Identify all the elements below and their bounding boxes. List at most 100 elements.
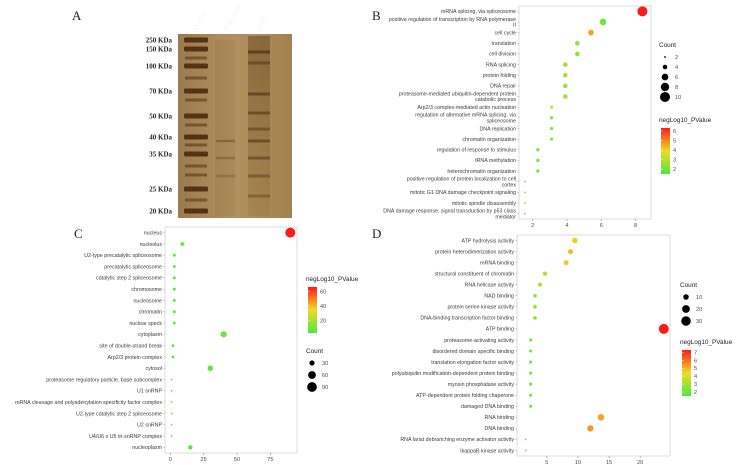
- color-legend-bar: [661, 128, 670, 174]
- x-tick-label: 4: [565, 223, 568, 229]
- gel-marker-band: [184, 208, 208, 214]
- gel-marker-band: [184, 113, 208, 119]
- data-point: [549, 137, 554, 141]
- y-category-label: U2-type catalytic step 2 spliceosome: [76, 411, 162, 417]
- data-point: [172, 287, 176, 291]
- gel-marker-label: 250 KDa: [146, 37, 173, 45]
- size-legend-title: Count: [659, 42, 676, 49]
- y-category-label: nucleus: [144, 230, 163, 236]
- data-point: [563, 83, 568, 89]
- y-category-label: U4/U6 x U5 tri-snRNP complex: [89, 434, 162, 440]
- color-legend-label: 20: [320, 319, 326, 325]
- size-legend-label: 20: [696, 307, 702, 313]
- y-category-label: cell division: [489, 52, 516, 58]
- y-category-label: mitotic G1 DNA damage checkpoint signali…: [410, 190, 516, 196]
- data-point: [549, 126, 554, 131]
- gel-marker-label: 20 KDa: [149, 208, 172, 216]
- size-legend-dot: [662, 64, 668, 70]
- gel-sample-band: [248, 156, 270, 160]
- data-point: [524, 449, 527, 452]
- data-point: [538, 282, 542, 287]
- y-category-label: Arp2/3 complex-mediated actin nucleation: [417, 105, 516, 111]
- data-point: [220, 331, 227, 338]
- size-legend-label: 4: [675, 65, 678, 71]
- y-category-label: heterochromatin organization: [447, 169, 516, 175]
- y-category-label: protein folding: [483, 73, 516, 79]
- gel-marker-label: 25 KDa: [149, 186, 172, 194]
- data-point: [529, 393, 533, 397]
- y-category-label: chromosome: [131, 287, 162, 293]
- gel-faint-band: [185, 123, 207, 127]
- gel-sample-band: [248, 92, 270, 96]
- data-point: [180, 242, 185, 246]
- y-category-label: DNA binding: [485, 426, 514, 432]
- data-point: [529, 338, 533, 342]
- y-category-label: nuclear speck: [129, 321, 162, 327]
- panel-label-d: D: [372, 226, 382, 241]
- y-category-label: DNA replication: [479, 126, 516, 132]
- data-point: [637, 6, 648, 17]
- y-category-label: ATP hydrolysis activity: [462, 238, 515, 244]
- gel-faint-band: [185, 173, 207, 177]
- y-category-label: chromatin: [139, 310, 162, 316]
- panel-label-a: A: [72, 8, 82, 23]
- plot-area: [164, 226, 298, 454]
- y-category-label: protein serine kinase activity: [447, 305, 514, 311]
- gel-marker-band: [184, 186, 208, 192]
- color-legend-title: negLog10_PValue: [680, 339, 733, 346]
- y-category-label: nucleosome: [133, 298, 162, 304]
- data-point: [524, 438, 527, 441]
- gel-faint-band: [185, 56, 207, 60]
- data-point: [542, 271, 548, 276]
- size-legend-dot: [661, 73, 669, 81]
- size-legend-dot: [682, 305, 690, 313]
- gel-sample-band: [248, 111, 270, 115]
- data-point: [170, 401, 173, 404]
- data-point: [563, 94, 568, 99]
- color-legend-label: 4: [673, 148, 676, 154]
- data-point: [285, 227, 296, 238]
- y-category-label: RNA splicing: [486, 62, 516, 68]
- data-point: [170, 435, 173, 437]
- y-category-label: U1 snRNP: [137, 389, 162, 395]
- gel-marker-band: [184, 88, 208, 94]
- x-tick-label: 8: [634, 223, 637, 229]
- data-point: [533, 305, 537, 309]
- size-legend-dot: [660, 82, 670, 92]
- data-point: [524, 191, 526, 194]
- size-legend-label: 10: [696, 295, 702, 301]
- data-point: [572, 237, 578, 244]
- size-legend-dot: [683, 294, 689, 300]
- gel-marker-band: [184, 151, 208, 157]
- size-legend-label: 90: [322, 385, 328, 391]
- x-tick-label: 25: [201, 457, 207, 463]
- data-point: [599, 18, 607, 26]
- size-legend-title: Count: [680, 282, 697, 289]
- y-category-label: mRNA binding: [480, 260, 514, 266]
- y-category-label: Arp2/3 protein complex: [108, 355, 163, 361]
- data-point: [536, 158, 540, 163]
- gel-sample-band: [248, 139, 270, 143]
- data-point: [171, 355, 175, 359]
- size-legend-dot: [664, 56, 666, 58]
- gel-sample-band: [248, 194, 270, 198]
- size-legend-dot: [308, 371, 316, 379]
- gel-marker-band: [184, 46, 208, 52]
- y-category-label: RNA binding: [485, 415, 514, 421]
- y-category-label: NAD binding: [484, 294, 514, 300]
- data-point: [172, 265, 176, 269]
- data-point: [170, 378, 173, 381]
- y-category-label: disordered domain specific binding: [432, 349, 514, 355]
- y-category-label: cytosol: [146, 366, 163, 372]
- plot-area: [516, 234, 671, 457]
- gel-faint-band: [185, 98, 207, 102]
- y-category-label: damaged DNA binding: [461, 404, 514, 410]
- x-tick-label: 75: [267, 457, 273, 463]
- y-category-label: IkappaB kinase activity: [460, 448, 514, 454]
- x-tick-label: 5: [545, 460, 548, 465]
- data-point: [533, 316, 537, 320]
- y-category-label: nucleoplasm: [132, 445, 162, 451]
- gel-marker-label: 50 KDa: [149, 113, 172, 121]
